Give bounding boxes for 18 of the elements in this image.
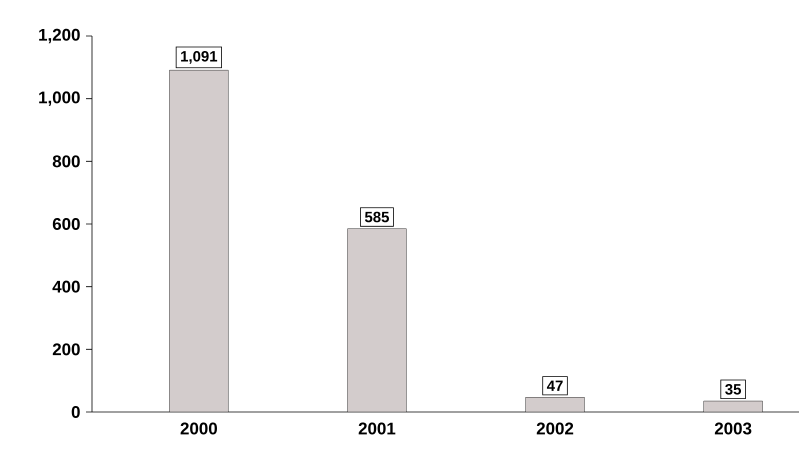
y-tick-label: 1,000 (39, 91, 80, 106)
y-tick-label: 0 (72, 406, 80, 418)
x-tick-label: 2000 (180, 422, 217, 435)
x-tick-label: 2001 (358, 422, 396, 435)
y-tick-label: 1,200 (39, 28, 80, 44)
x-tick-label: 2003 (714, 422, 752, 435)
bar (704, 400, 763, 412)
y-tick-label: 200 (52, 343, 80, 356)
y-tick-label: 600 (52, 218, 80, 230)
data-label: 585 (364, 212, 389, 222)
data-label: 47 (546, 380, 563, 391)
data-label: 35 (725, 384, 742, 395)
bar (525, 397, 585, 412)
x-tick-label: 2002 (536, 422, 574, 435)
bar (347, 228, 407, 412)
y-tick-label: 400 (52, 280, 80, 293)
y-tick-label: 800 (52, 155, 80, 168)
data-label: 1,091 (181, 51, 218, 64)
